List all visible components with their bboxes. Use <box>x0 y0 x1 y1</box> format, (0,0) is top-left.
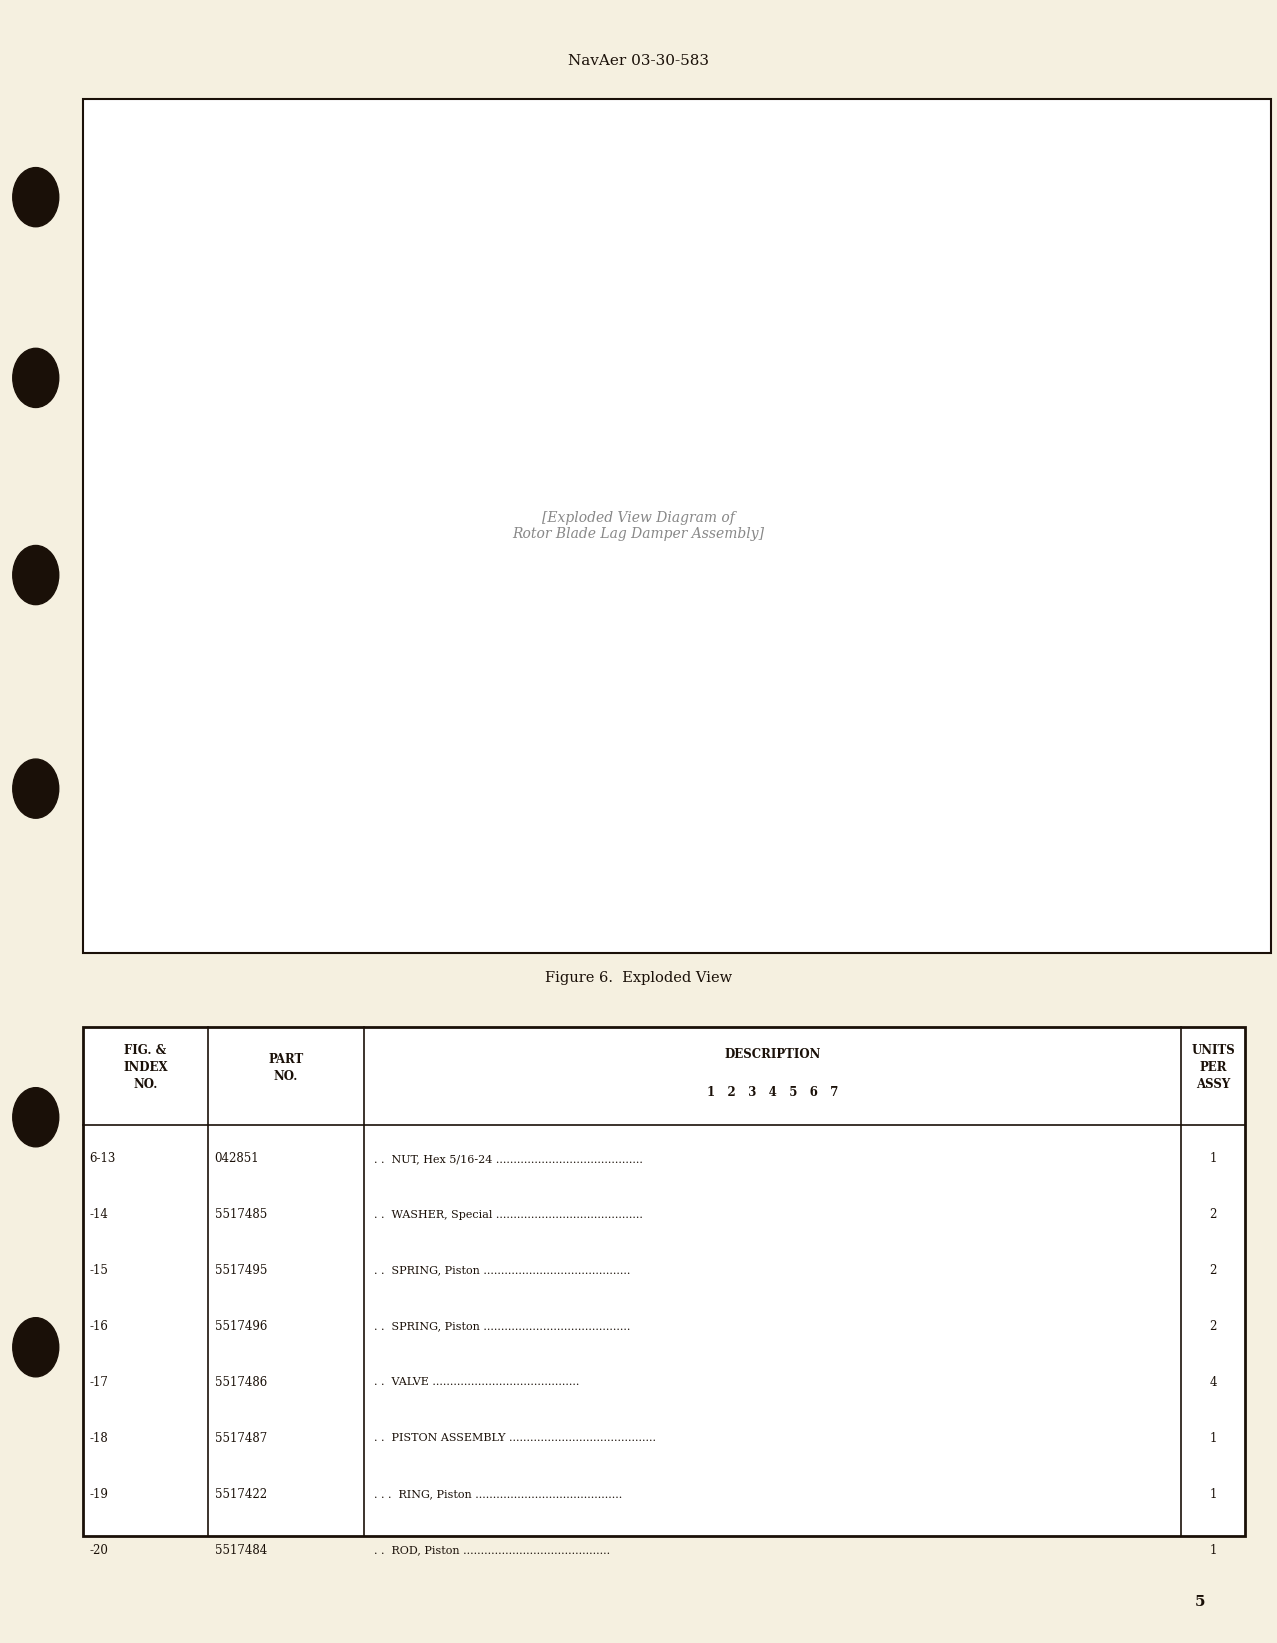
Text: -15: -15 <box>89 1263 109 1277</box>
Text: . .  SPRING, Piston ..........................................: . . SPRING, Piston .....................… <box>374 1265 631 1275</box>
Text: 2: 2 <box>1209 1208 1217 1221</box>
Circle shape <box>13 1318 59 1377</box>
Text: -19: -19 <box>89 1487 109 1500</box>
Text: 1: 1 <box>1209 1543 1217 1556</box>
Text: 042851: 042851 <box>215 1152 259 1165</box>
Text: FIG. &
INDEX
NO.: FIG. & INDEX NO. <box>124 1045 167 1091</box>
Text: 6-13: 6-13 <box>89 1152 116 1165</box>
Text: NavAer 03-30-583: NavAer 03-30-583 <box>568 54 709 67</box>
Text: [Exploded View Diagram of
Rotor Blade Lag Damper Assembly]: [Exploded View Diagram of Rotor Blade La… <box>512 511 765 541</box>
Circle shape <box>13 759 59 818</box>
Text: 5517487: 5517487 <box>215 1431 267 1444</box>
Text: 1: 1 <box>1209 1487 1217 1500</box>
Text: . .  PISTON ASSEMBLY ..........................................: . . PISTON ASSEMBLY ....................… <box>374 1433 656 1443</box>
Text: -14: -14 <box>89 1208 109 1221</box>
Text: -18: -18 <box>89 1431 109 1444</box>
Text: 5517422: 5517422 <box>215 1487 267 1500</box>
Text: 2: 2 <box>1209 1319 1217 1332</box>
Text: PART
NO.: PART NO. <box>268 1053 304 1083</box>
Text: -16: -16 <box>89 1319 109 1332</box>
Text: 5517485: 5517485 <box>215 1208 267 1221</box>
Circle shape <box>13 545 59 605</box>
Text: -20: -20 <box>89 1543 109 1556</box>
Text: 5517496: 5517496 <box>215 1319 267 1332</box>
Circle shape <box>13 1088 59 1147</box>
Text: . .  NUT, Hex 5/16-24 ..........................................: . . NUT, Hex 5/16-24 ...................… <box>374 1153 644 1163</box>
Text: . .  WASHER, Special ..........................................: . . WASHER, Special ....................… <box>374 1209 644 1219</box>
Text: 1   2   3   4   5   6   7: 1 2 3 4 5 6 7 <box>707 1086 838 1099</box>
Text: DESCRIPTION: DESCRIPTION <box>724 1048 821 1061</box>
Text: -17: -17 <box>89 1375 109 1388</box>
Text: 5517486: 5517486 <box>215 1375 267 1388</box>
Bar <box>83 1027 1245 1536</box>
Bar <box>83 99 1271 953</box>
Text: 1: 1 <box>1209 1152 1217 1165</box>
Text: . .  ROD, Piston ..........................................: . . ROD, Piston ........................… <box>374 1544 610 1554</box>
Circle shape <box>13 348 59 407</box>
Text: 5517495: 5517495 <box>215 1263 267 1277</box>
Text: . .  VALVE ..........................................: . . VALVE ..............................… <box>374 1377 580 1387</box>
Text: 1: 1 <box>1209 1431 1217 1444</box>
Text: 2: 2 <box>1209 1263 1217 1277</box>
Text: 4: 4 <box>1209 1375 1217 1388</box>
Text: UNITS
PER
ASSY: UNITS PER ASSY <box>1191 1045 1235 1091</box>
Text: . . .  RING, Piston ..........................................: . . . RING, Piston .....................… <box>374 1489 622 1498</box>
Circle shape <box>13 168 59 227</box>
Text: 5: 5 <box>1195 1595 1205 1608</box>
Text: Figure 6.  Exploded View: Figure 6. Exploded View <box>545 971 732 984</box>
Text: 5517484: 5517484 <box>215 1543 267 1556</box>
Text: . .  SPRING, Piston ..........................................: . . SPRING, Piston .....................… <box>374 1321 631 1331</box>
